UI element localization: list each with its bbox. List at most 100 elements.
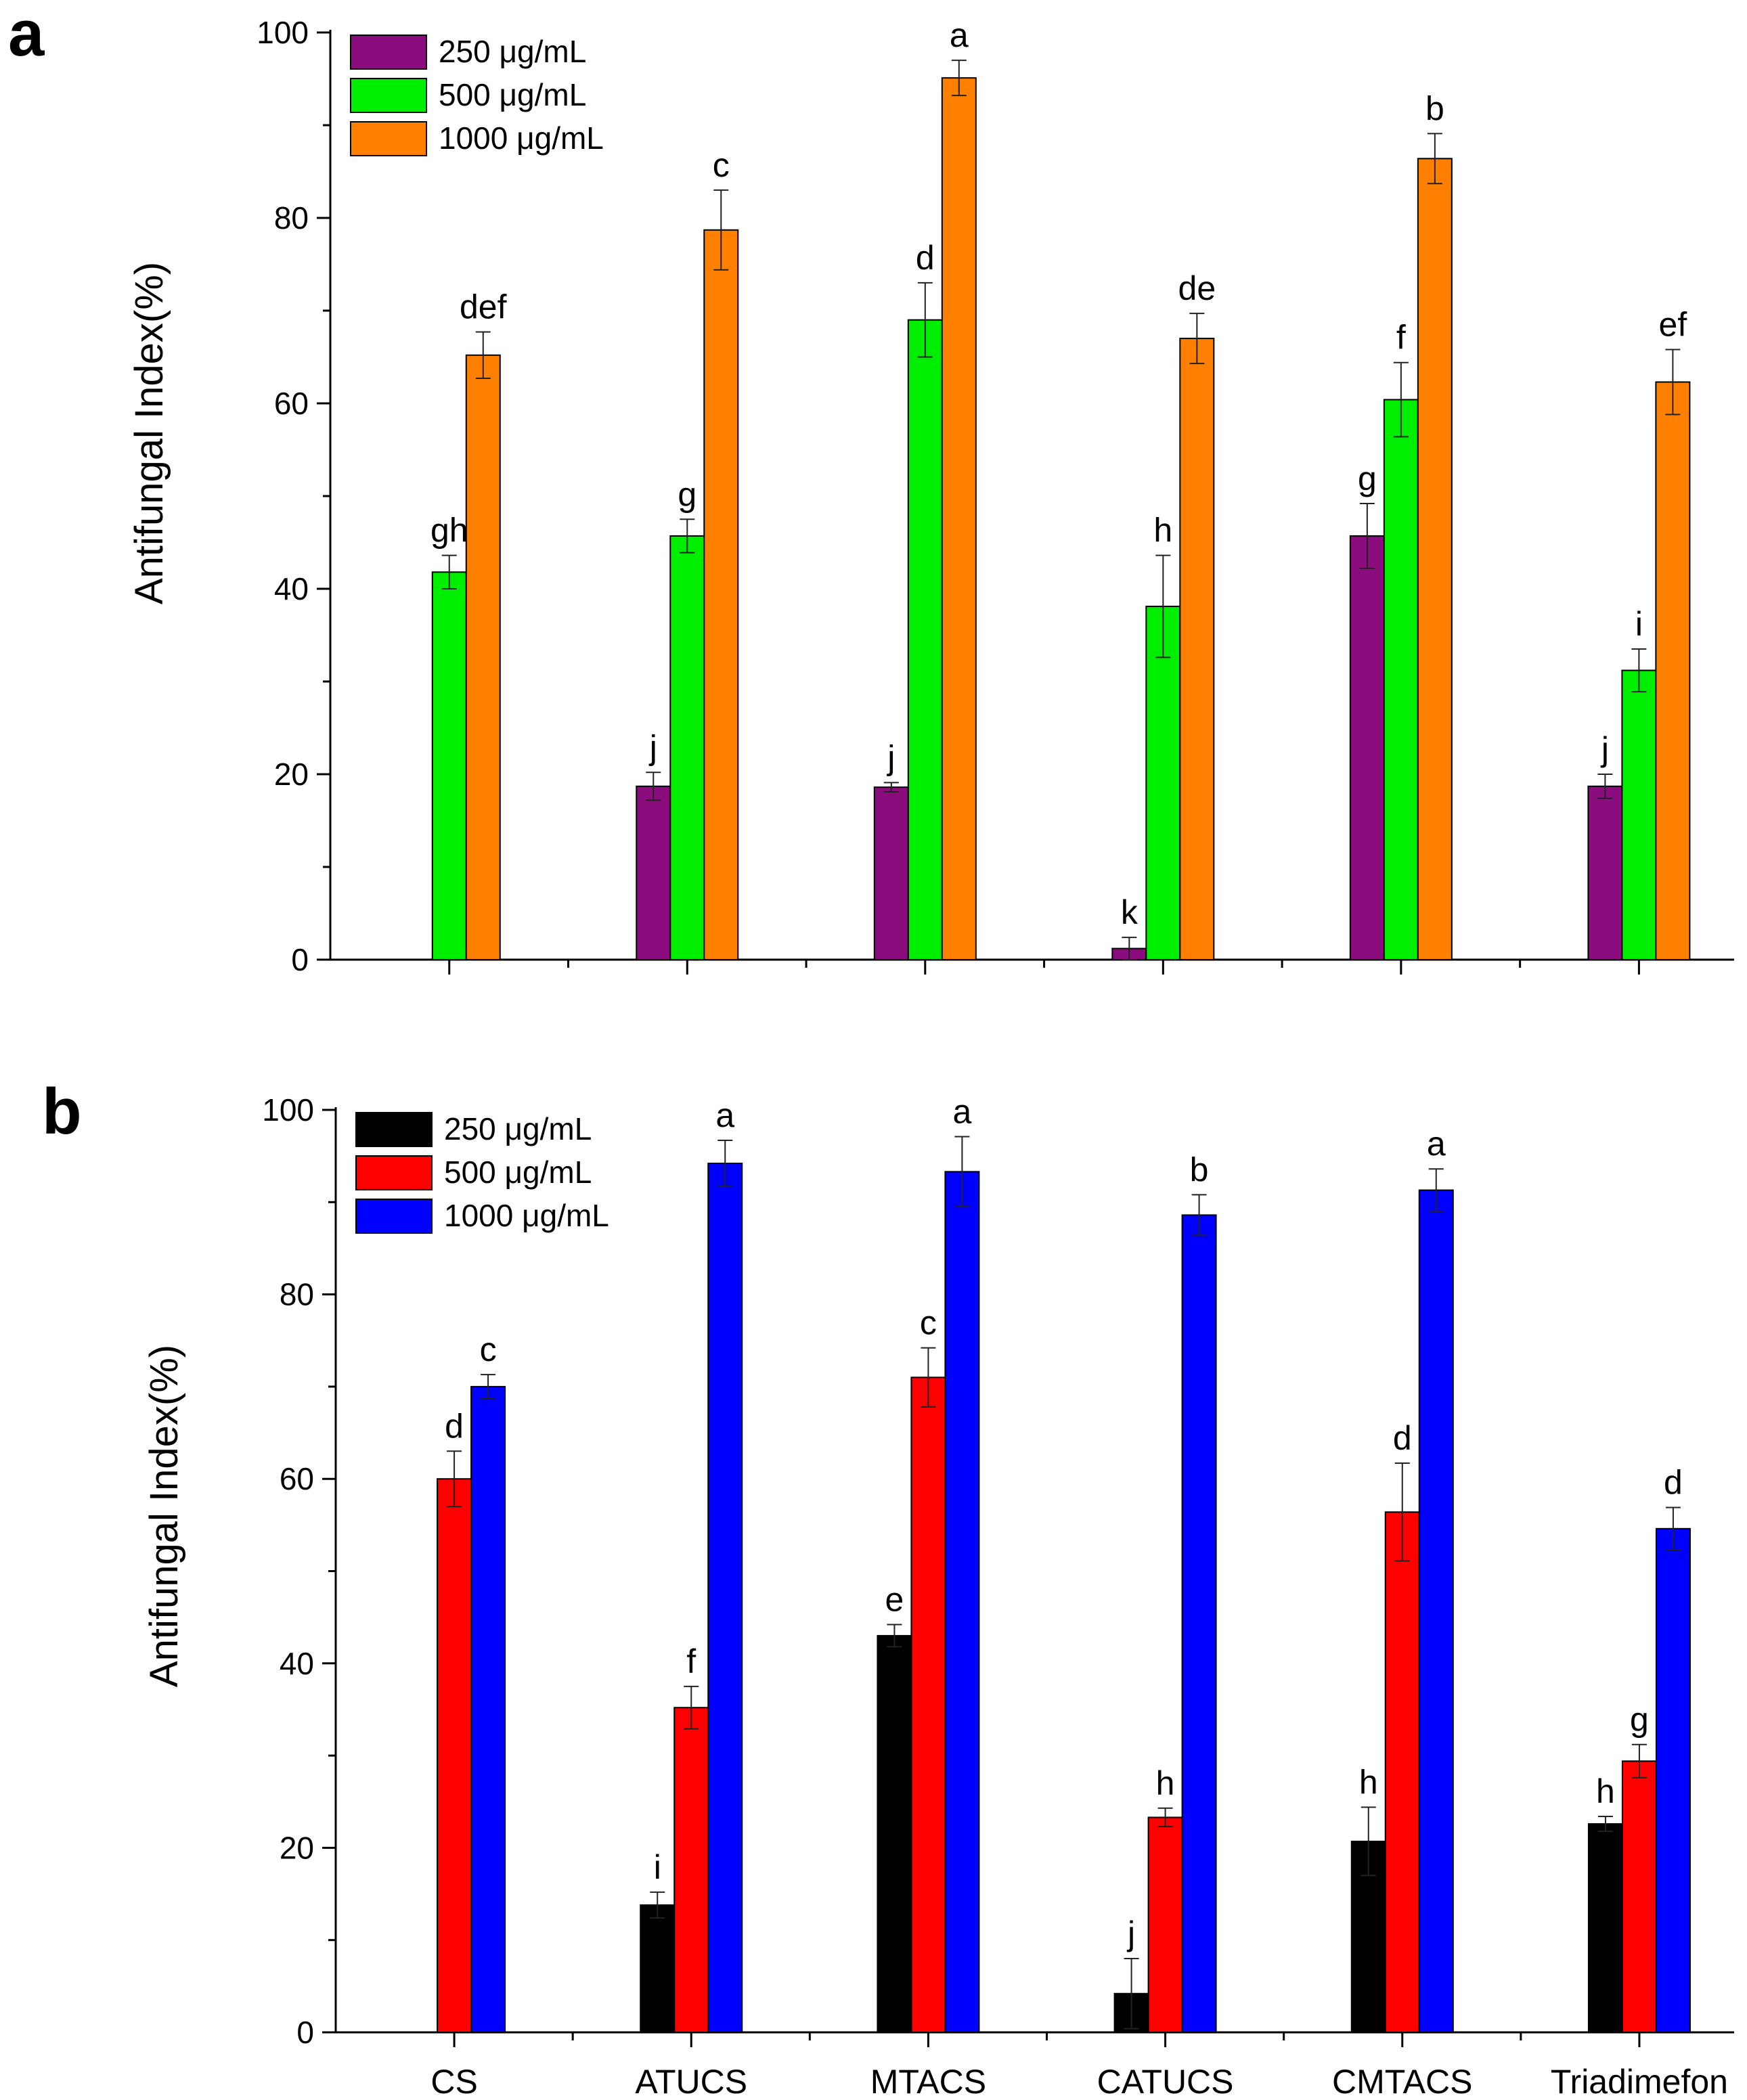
significance-label: a: [950, 16, 969, 54]
significance-label: de: [1178, 269, 1216, 307]
y-tick-label: 20: [280, 1830, 314, 1865]
category-label: MTACS: [870, 2063, 986, 2100]
significance-label: j: [886, 738, 895, 776]
bar: [431, 571, 467, 960]
significance-label: c: [713, 146, 730, 184]
significance-label: g: [1630, 1701, 1649, 1739]
bar: [465, 354, 501, 960]
bar: [1655, 381, 1691, 960]
significance-label: h: [1153, 512, 1172, 550]
bar: [703, 229, 739, 960]
legend-swatch: [350, 35, 427, 70]
significance-label: gh: [430, 512, 468, 550]
significance-label: d: [445, 1407, 464, 1445]
significance-label: c: [480, 1331, 497, 1368]
y-tick-label: 40: [280, 1646, 314, 1681]
significance-label: j: [1126, 1915, 1135, 1952]
significance-label: i: [1635, 605, 1643, 643]
bar: [470, 1385, 506, 2033]
bar: [1181, 1214, 1217, 2033]
significance-label: h: [1156, 1764, 1175, 1802]
significance-label: h: [1596, 1772, 1615, 1810]
bar: [669, 535, 705, 960]
significance-label: h: [1359, 1763, 1378, 1801]
y-tick-label: 80: [274, 200, 309, 236]
bar: [941, 77, 977, 960]
legend-swatch: [350, 121, 427, 156]
significance-label: b: [1190, 1150, 1209, 1188]
bar: [636, 785, 671, 961]
bar: [1349, 535, 1385, 960]
y-tick-label: 20: [274, 757, 309, 792]
bar: [910, 1377, 946, 2033]
bar: [1587, 1823, 1623, 2033]
bar: [877, 1634, 912, 2033]
bar: [673, 1707, 709, 2034]
significance-label: g: [678, 475, 696, 513]
significance-label: k: [1121, 893, 1138, 931]
category-label: Triadimefon: [1551, 2063, 1728, 2100]
legend-swatch: [355, 1155, 433, 1190]
bar: [707, 1163, 743, 2033]
category-label: CMTACS: [1332, 2063, 1472, 2100]
significance-label: f: [1396, 319, 1406, 357]
y-tick-label: 60: [274, 386, 309, 421]
bar: [1383, 399, 1419, 960]
bar: [1145, 606, 1181, 960]
bar: [437, 1478, 472, 2033]
bar: [640, 1904, 676, 2033]
category-label: ATUCS: [635, 2063, 747, 2100]
legend-label: 250 μg/mL: [444, 1111, 592, 1146]
bar: [1621, 669, 1657, 960]
significance-label: a: [715, 1096, 734, 1134]
significance-label: def: [460, 288, 507, 326]
significance-label: f: [686, 1643, 696, 1680]
bar: [1147, 1816, 1183, 2033]
bar: [1587, 785, 1623, 961]
significance-label: ef: [1659, 306, 1687, 344]
category-label: CATUCS: [1097, 2063, 1234, 2100]
y-tick-label: 100: [262, 1092, 314, 1127]
bar: [944, 1171, 980, 2033]
panel-b-chart: b Antifungal Index(%) 0 20 40 60 80 100 CS ATUCS M…: [42, 1075, 1734, 2100]
legend-swatch: [355, 1199, 433, 1234]
significance-label: g: [1358, 460, 1377, 497]
bar: [873, 786, 909, 961]
significance-label: j: [1600, 730, 1609, 768]
y-tick-label: 0: [296, 2015, 314, 2050]
panel-letter: a: [8, 0, 45, 70]
significance-label: j: [648, 728, 657, 766]
bar: [1418, 1189, 1454, 2033]
y-tick-label: 100: [257, 15, 309, 50]
y-tick-label: 0: [291, 942, 309, 977]
significance-label: c: [920, 1304, 937, 1342]
significance-label: a: [1427, 1125, 1446, 1163]
significance-label: b: [1425, 89, 1444, 127]
panel-letter: b: [42, 1075, 82, 1148]
category-label: CS: [430, 2063, 477, 2100]
bar: [1655, 1527, 1691, 2033]
bar: [907, 319, 943, 960]
legend-label: 1000 μg/mL: [439, 120, 604, 156]
significance-label: d: [916, 239, 935, 277]
bar: [1621, 1760, 1657, 2034]
y-axis-label: Antifungal Index(%): [127, 262, 171, 604]
significance-label: i: [654, 1848, 661, 1886]
legend-label: 500 μg/mL: [444, 1155, 592, 1190]
bar: [1179, 338, 1215, 961]
significance-label: d: [1393, 1419, 1412, 1457]
significance-label: d: [1664, 1463, 1683, 1501]
y-tick-label: 80: [280, 1277, 314, 1312]
legend-swatch: [350, 78, 427, 113]
y-axis-label: Antifungal Index(%): [142, 1345, 186, 1687]
significance-label: a: [953, 1093, 972, 1131]
legend-label: 1000 μg/mL: [444, 1198, 609, 1233]
significance-label: e: [885, 1581, 904, 1619]
legend-swatch: [355, 1112, 433, 1147]
y-tick-label: 40: [274, 571, 309, 606]
legend-label: 500 μg/mL: [439, 77, 586, 112]
bar: [1417, 158, 1453, 961]
bar: [1384, 1511, 1420, 2034]
